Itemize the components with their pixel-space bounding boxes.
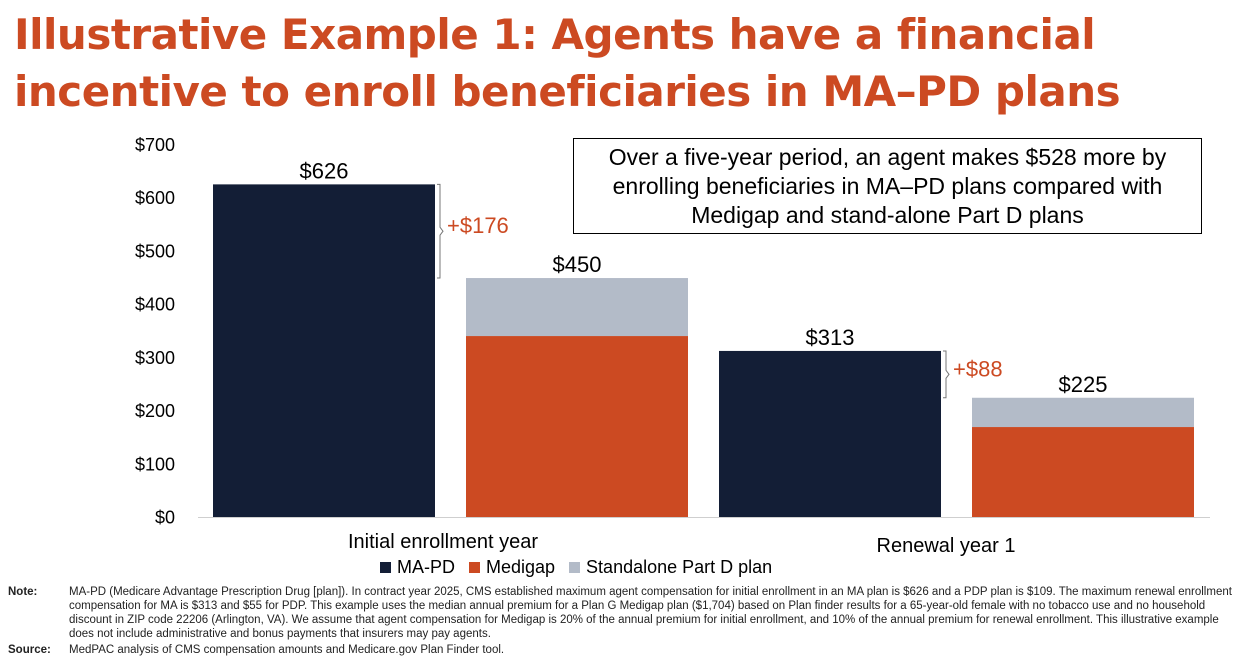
bar-total-label-2: $450 (553, 252, 602, 277)
bar-4-standalone-part-d-plan (972, 397, 1194, 428)
difference-bracket-2 (943, 350, 950, 399)
page-title: Illustrative Example 1: Agents have a fi… (14, 10, 1121, 116)
difference-annotations: +$176 +$88 (437, 183, 1003, 399)
y-tick-label-0: $0 (155, 508, 175, 528)
bar-total-label-1: $626 (300, 158, 349, 183)
y-axis: $0 $100 $200 $300 $400 $500 $600 $700 (135, 135, 175, 528)
bar-3-ma-pd (719, 350, 941, 518)
difference-label-1: +$176 (447, 213, 509, 238)
difference-label-2: +$88 (953, 356, 1003, 381)
bar-total-label-3: $313 (806, 325, 855, 350)
difference-bracket-1 (437, 183, 444, 279)
category-label-initial-enrollment-year: Initial enrollment year (348, 531, 538, 553)
note-text: MA-PD (Medicare Advantage Prescription D… (69, 586, 1232, 640)
y-tick-label-600: $600 (135, 188, 175, 208)
y-tick-label-200: $200 (135, 401, 175, 421)
y-tick-label-500: $500 (135, 241, 175, 261)
legend-item-mapd: MA-PD (380, 557, 455, 578)
y-tick-label-700: $700 (135, 135, 175, 155)
x-axis: Initial enrollment year Renewal year 1 (198, 517, 1210, 557)
bar-2-medigap (466, 336, 688, 518)
legend-swatch-medigap (469, 561, 480, 573)
y-tick-label-300: $300 (135, 348, 175, 368)
category-label-renewal-year-1: Renewal year 1 (877, 535, 1016, 557)
note-label: Note: (8, 586, 38, 598)
summary-callout: Over a five-year period, an agent makes … (573, 138, 1202, 234)
legend: MA-PD Medigap Standalone Part D plan (380, 556, 786, 578)
source-label: Source: (8, 644, 51, 656)
y-tick-label-100: $100 (135, 454, 175, 474)
bar-1-ma-pd (213, 184, 435, 518)
y-tick-label-400: $400 (135, 295, 175, 315)
legend-swatch-mapd (380, 561, 391, 573)
legend-item-pdp: Standalone Part D plan (569, 557, 772, 578)
legend-label-pdp: Standalone Part D plan (586, 556, 773, 577)
source-text: MedPAC analysis of CMS compensation amou… (69, 644, 505, 656)
legend-label-medigap: Medigap (486, 556, 556, 577)
legend-item-medigap: Medigap (469, 557, 555, 578)
callout-text: Over a five-year period, an agent makes … (608, 143, 1167, 228)
bar-4-medigap (972, 427, 1194, 518)
legend-swatch-pdp (569, 561, 581, 573)
legend-label-mapd: MA-PD (397, 556, 455, 577)
bar-labels: $626 $450 $313 $225 (300, 158, 1108, 396)
bar-total-label-4: $225 (1059, 372, 1108, 397)
bar-2-standalone-part-d-plan (466, 278, 688, 337)
bars (213, 184, 1194, 518)
